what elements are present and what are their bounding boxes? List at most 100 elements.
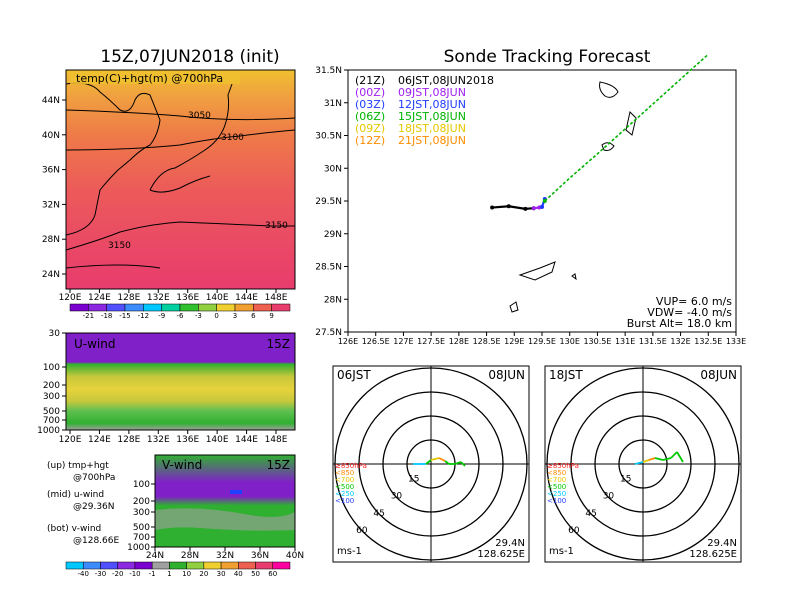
hodo-legend-item: ≥850hPa bbox=[547, 462, 579, 470]
map-lon-tick-label: 148E bbox=[265, 293, 288, 303]
hodo-legend-item: <850 bbox=[547, 469, 566, 477]
hgt-contour-3050 bbox=[65, 109, 296, 121]
track-lon-tick-label: 130.5E bbox=[583, 337, 611, 346]
track-series bbox=[490, 53, 709, 211]
right-title: Sonde Tracking Forecast bbox=[444, 47, 651, 67]
temp-colorbar-cell bbox=[179, 303, 199, 312]
track-lon-tick-label: 130E bbox=[560, 337, 580, 346]
wind-colorbar-label: 60 bbox=[268, 570, 277, 578]
track-lon-tick-label: 127E bbox=[393, 337, 413, 346]
contour-label-3050: 3050 bbox=[188, 111, 211, 121]
track-series-line bbox=[544, 53, 709, 202]
hodo-ring-label: 15 bbox=[620, 474, 631, 484]
map-label: temp(C)+hgt(m) @700hPa bbox=[76, 72, 223, 85]
track-legend-code: (09Z) bbox=[355, 122, 385, 135]
map-lat-axis: 44N 40N 36N 32N 28N 24N bbox=[42, 96, 66, 280]
contour-label-3150-west: 3150 bbox=[108, 241, 131, 251]
hodo-trace-segment bbox=[425, 459, 432, 465]
hodo-legend-item: <100 bbox=[547, 497, 566, 505]
hodo-trace-segment bbox=[670, 451, 678, 459]
island-small-2 bbox=[571, 273, 577, 281]
vwind-grey-patch bbox=[155, 508, 295, 531]
hodo-trace-segment bbox=[662, 457, 672, 461]
hodo-trace-segment bbox=[642, 459, 650, 463]
temp-colorbar-label: -15 bbox=[119, 312, 130, 320]
track-legend-code: (21Z) bbox=[355, 74, 385, 87]
coastline bbox=[65, 82, 161, 236]
hodo-legend-item: <700 bbox=[547, 476, 566, 484]
temp-colorbar-cell bbox=[69, 303, 89, 312]
hodo-trace-segment bbox=[460, 461, 466, 467]
temp-colorbar-label: -9 bbox=[158, 312, 165, 320]
temp-colorbar-cell bbox=[253, 303, 272, 312]
track-lon-tick-label: 132.5E bbox=[694, 337, 722, 346]
hodo-unit: ms-1 bbox=[549, 546, 574, 557]
legend-note-key: (mid) u-wind bbox=[47, 490, 104, 500]
track-point bbox=[506, 204, 511, 209]
track-lon-tick-label: 129E bbox=[504, 337, 524, 346]
map-lon-tick-label: 140E bbox=[206, 293, 229, 303]
hodo-trace-segment bbox=[634, 461, 644, 465]
track-legend: (21Z) 06JST,08JUN2018 (00Z) 09JST,08JUN (03Z… bbox=[355, 74, 494, 147]
track-lon-tick-label: 132E bbox=[670, 337, 690, 346]
wind-colorbar-label: 40 bbox=[234, 570, 243, 578]
wind-colorbar-cell bbox=[100, 561, 118, 570]
hodo-trace-segment bbox=[654, 457, 664, 461]
hodo-trace-segment bbox=[676, 451, 684, 463]
legend-note-sub: @700hPa bbox=[73, 473, 115, 483]
hodo-time: 06JST bbox=[337, 368, 371, 382]
temp-map-panel: 3050 3100 3150 3150 temp(C)+hgt(m) @700h… bbox=[42, 69, 296, 303]
uwind-lon-tick-label: 124E bbox=[88, 435, 111, 445]
temp-colorbar-cell bbox=[143, 303, 162, 312]
temp-colorbar-label: -12 bbox=[138, 312, 149, 320]
uwind-p-tick-label: 700 bbox=[43, 416, 60, 426]
hgt-contour-3150-a bbox=[65, 221, 295, 251]
wind-colorbar-label: -40 bbox=[78, 570, 89, 578]
wind-colorbar-cell bbox=[238, 561, 256, 570]
uwind-fill bbox=[66, 333, 295, 430]
track-series-line bbox=[492, 205, 534, 210]
map-lon-tick-label: 136E bbox=[176, 293, 199, 303]
map-lat-tick-label: 24N bbox=[42, 270, 60, 280]
vwind-lat-axis: 24N 28N 32N 36N 40N bbox=[146, 547, 304, 561]
track-lat-axis: 31.5N 31N 30.5N 30N 29.5N 29N 28.5N 28N 27.5N bbox=[315, 66, 348, 338]
hodo-trace-segment bbox=[438, 457, 446, 462]
temp-colorbar-label: 3 bbox=[233, 312, 237, 320]
temp-colorbar-cell bbox=[106, 303, 126, 312]
uwind-lon-tick-label: 148E bbox=[265, 435, 288, 445]
track-lon-tick-label: 127.5E bbox=[417, 337, 445, 346]
uwind-lon-axis: 120E 124E 128E 132E 136E 140E 144E 148E bbox=[59, 430, 288, 445]
temp-colorbar-label: -21 bbox=[83, 312, 94, 320]
track-lat-tick-label: 31.5N bbox=[315, 66, 342, 76]
wind-colorbar-label: 50 bbox=[251, 570, 260, 578]
map-lat-tick-label: 28N bbox=[42, 235, 60, 245]
track-legend-code: (00Z) bbox=[355, 86, 385, 99]
track-lon-tick-label: 133E bbox=[726, 337, 746, 346]
temp-colorbar-cell bbox=[88, 303, 107, 312]
track-legend-code: (12Z) bbox=[355, 134, 385, 147]
track-frame bbox=[347, 69, 737, 333]
contour-label-3150-east: 3150 bbox=[265, 221, 288, 231]
track-legend-text: 15JST,08JUN bbox=[398, 110, 466, 123]
hodo-lat: 29.4N bbox=[495, 538, 525, 549]
track-point bbox=[531, 206, 536, 211]
japan-outline bbox=[149, 83, 233, 193]
temp-map-fill bbox=[66, 70, 295, 289]
vwind-fill bbox=[155, 455, 295, 547]
wind-colorbar-label: 1 bbox=[167, 570, 171, 578]
wind-colorbar-cell bbox=[134, 561, 153, 570]
uwind-label: U-wind bbox=[74, 337, 115, 351]
track-legend-text: 06JST,08JUN2018 bbox=[398, 74, 494, 87]
hodo-date: 08JUN bbox=[488, 368, 525, 382]
hodo-time: 18JST bbox=[549, 368, 583, 382]
hodo-ring-label: 15 bbox=[408, 474, 419, 484]
vwind-p-tick-label: 500 bbox=[133, 523, 150, 533]
hodo-lon: 128.625E bbox=[477, 549, 525, 560]
uwind-p-tick-label: 300 bbox=[43, 392, 60, 402]
track-lon-tick-label: 131.5E bbox=[639, 337, 667, 346]
temp-colorbar-cell bbox=[216, 303, 236, 312]
